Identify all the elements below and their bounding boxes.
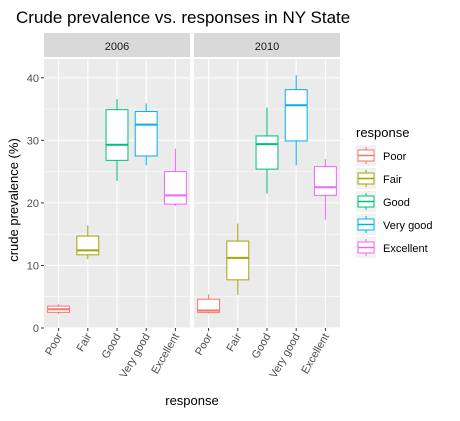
box-good — [255, 107, 279, 194]
facet-strip — [194, 33, 340, 57]
y-axis-title: crude prevalence (%) — [6, 138, 21, 262]
x-tick-label: Very good — [268, 332, 303, 381]
box-body — [197, 298, 221, 313]
x-tick-label: Fair — [225, 331, 245, 354]
legend-label: Excellent — [383, 243, 428, 255]
x-axis-title: response — [165, 393, 218, 408]
box-body — [255, 135, 279, 170]
y-axis: 0 10 20 30 40 — [27, 73, 44, 335]
facet-strip-label: 2010 — [255, 41, 279, 53]
legend-item: Good — [356, 191, 410, 212]
legend-title: response — [356, 125, 409, 140]
x-tick-label: Good — [100, 332, 124, 361]
legend-label: Very good — [383, 220, 433, 232]
legend-item: Excellent — [356, 237, 428, 258]
box-body — [163, 171, 187, 205]
box-fair — [76, 225, 100, 260]
facet-strip-label: 2006 — [105, 41, 129, 53]
box-body — [134, 111, 158, 157]
box-body — [313, 166, 337, 196]
box-very-good — [134, 103, 158, 166]
x-tick-label: Poor — [193, 331, 215, 357]
legend: response Poor Fair Good Very good Excellent — [356, 125, 433, 258]
box-body — [76, 235, 100, 256]
legend-label: Good — [383, 197, 410, 209]
box-poor — [47, 304, 71, 315]
box-excellent — [163, 148, 187, 207]
box-body — [284, 89, 308, 142]
box-excellent — [313, 159, 337, 220]
x-tick-label: Excellent — [149, 332, 182, 377]
legend-item: Poor — [356, 145, 407, 166]
box-good — [105, 99, 129, 181]
legend-label: Fair — [383, 174, 402, 186]
x-tick-label: Very good — [118, 332, 153, 381]
x-tick-label: Fair — [75, 331, 95, 354]
x-tick-label: Good — [250, 332, 274, 361]
y-tick-label: 10 — [27, 260, 39, 272]
box-poor — [197, 294, 221, 314]
x-tick-label: Poor — [43, 331, 65, 357]
chart-title: Crude prevalence vs. responses in NY Sta… — [16, 8, 350, 27]
box-body — [226, 240, 250, 281]
box-body — [105, 109, 129, 161]
facet-strip — [44, 33, 190, 57]
y-tick-label: 20 — [27, 198, 39, 210]
box-fair — [226, 223, 250, 295]
y-tick-label: 30 — [27, 135, 39, 147]
y-tick-label: 0 — [33, 323, 39, 335]
box-very-good — [284, 75, 308, 166]
legend-item: Very good — [356, 214, 433, 235]
x-tick-label: Excellent — [299, 332, 332, 377]
legend-item: Fair — [356, 168, 402, 189]
legend-label: Poor — [383, 151, 407, 163]
y-tick-label: 40 — [27, 73, 39, 85]
